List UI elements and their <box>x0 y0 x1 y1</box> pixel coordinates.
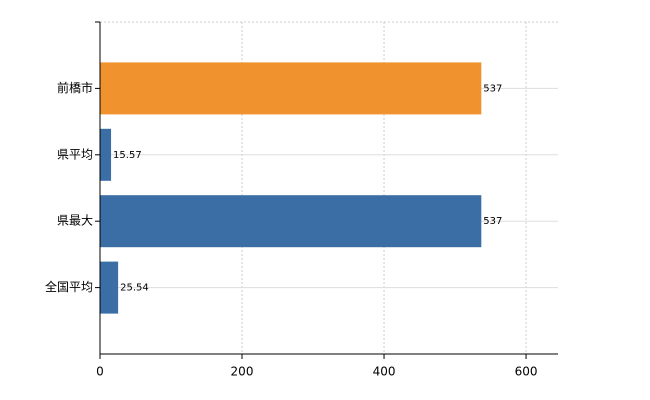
x-tick-label: 600 <box>515 365 538 379</box>
value-label: 15.57 <box>113 150 142 161</box>
value-label: 537 <box>483 216 502 227</box>
x-tick-label: 200 <box>231 365 254 379</box>
x-tick-label: 400 <box>373 365 396 379</box>
value-label: 25.54 <box>120 283 149 294</box>
x-tick-label: 0 <box>96 365 104 379</box>
y-tick-label: 前橋市 <box>57 80 93 95</box>
bar <box>100 128 112 181</box>
bar <box>100 195 482 248</box>
bar <box>100 62 482 115</box>
y-tick-label: 県最大 <box>57 214 93 228</box>
value-label: 537 <box>483 83 502 94</box>
y-tick-label: 県平均 <box>57 147 93 161</box>
bar <box>100 261 119 314</box>
y-tick-label: 全国平均 <box>45 279 93 294</box>
